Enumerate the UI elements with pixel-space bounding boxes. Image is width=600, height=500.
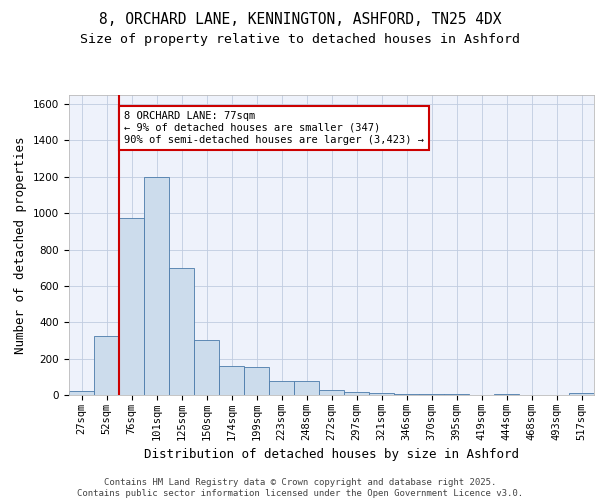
Bar [219,366,244,395]
Y-axis label: Number of detached properties: Number of detached properties [14,136,28,354]
Bar [569,393,594,395]
Bar [344,392,369,395]
Bar [169,268,194,395]
Text: Contains HM Land Registry data © Crown copyright and database right 2025.
Contai: Contains HM Land Registry data © Crown c… [77,478,523,498]
Bar [119,218,144,395]
Bar [269,382,294,395]
Bar [144,177,169,395]
Text: 8, ORCHARD LANE, KENNINGTON, ASHFORD, TN25 4DX: 8, ORCHARD LANE, KENNINGTON, ASHFORD, TN… [99,12,501,28]
Bar [319,390,344,395]
Bar [244,367,269,395]
Bar [394,394,419,395]
Bar [194,340,219,395]
Bar [69,391,94,395]
Bar [369,393,394,395]
X-axis label: Distribution of detached houses by size in Ashford: Distribution of detached houses by size … [144,448,519,462]
Text: 8 ORCHARD LANE: 77sqm
← 9% of detached houses are smaller (347)
90% of semi-deta: 8 ORCHARD LANE: 77sqm ← 9% of detached h… [124,112,424,144]
Bar [494,394,519,395]
Bar [419,394,444,395]
Bar [444,394,469,395]
Bar [294,382,319,395]
Bar [94,336,119,395]
Text: Size of property relative to detached houses in Ashford: Size of property relative to detached ho… [80,32,520,46]
